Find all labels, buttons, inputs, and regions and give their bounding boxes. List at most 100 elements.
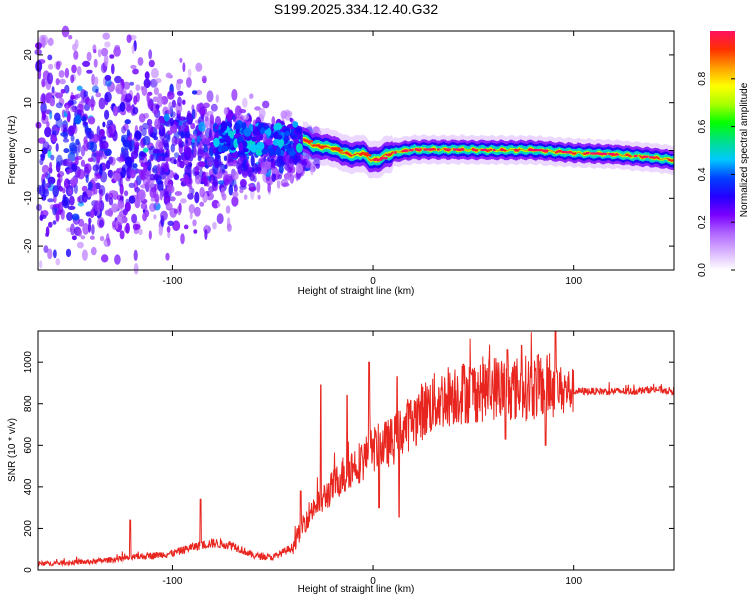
spectrogram-blob (139, 125, 143, 132)
spectrogram-blob (93, 76, 99, 86)
spectrogram-blob (48, 63, 54, 70)
spectrogram-blob (231, 196, 239, 207)
spectrogram-blob (158, 226, 163, 236)
spectrogram-blob (257, 194, 261, 200)
spectrogram-blob (189, 212, 193, 220)
spectrogram-blob (104, 148, 112, 157)
spectrogram-blob (239, 188, 244, 194)
spectrogram-blob (217, 180, 226, 185)
spectrogram-blob (137, 57, 144, 66)
spectrogram-blob (276, 134, 283, 140)
spectrogram-blob (41, 111, 47, 121)
spectrogram-blob (155, 104, 160, 110)
spectrogram-blob (149, 202, 157, 212)
spectrogram-blob (213, 137, 220, 148)
spectrogram-blob (39, 260, 43, 269)
spectrogram-blob (50, 134, 56, 140)
spectrogram-blob (135, 224, 141, 230)
spectrogram-blob (192, 108, 196, 120)
spectrogram-blob (56, 154, 63, 167)
spectrogram-blob (199, 201, 205, 207)
spectrogram-blob (41, 36, 46, 49)
colorbar-tick-label: 0.8 (697, 71, 708, 85)
colorbar-gradient (710, 31, 735, 270)
spectrogram-blob (142, 212, 148, 222)
spectrogram-blob (104, 41, 111, 48)
spectrogram-x-tick-label: -100 (162, 276, 182, 287)
spectrogram-blob (161, 152, 169, 157)
spectrogram-blob (208, 185, 213, 196)
spectrogram-blob (271, 161, 275, 167)
spectrogram-blob (177, 154, 181, 163)
spectrogram-blob (204, 224, 209, 230)
spectrogram-blob (68, 188, 73, 195)
spectrogram-blob (254, 166, 262, 172)
spectrogram-blob (58, 185, 63, 192)
spectrogram-blob (109, 156, 116, 166)
spectrogram-blob (179, 160, 185, 169)
spectrogram-blob (62, 138, 70, 143)
spectrogram-blob (107, 237, 111, 247)
spectrogram-blob (49, 110, 53, 120)
spectrogram-blob (153, 173, 160, 181)
spectrogram-blob (232, 191, 239, 198)
spectrogram-blob (89, 209, 95, 219)
spectrogram-blob (50, 154, 55, 161)
spectrogram-blob (264, 129, 270, 135)
spectrogram-x-label: Height of straight line (km) (298, 286, 415, 297)
spectrogram-blob (87, 116, 96, 125)
spectrogram-blob (111, 63, 115, 75)
spectrogram-blob (292, 121, 299, 128)
spectrogram-blob (53, 203, 61, 209)
spectrogram-blob (148, 49, 153, 60)
spectrogram-blob (44, 126, 52, 138)
spectrogram-blob (255, 148, 263, 157)
snr-x-tick-label: 0 (370, 576, 376, 587)
spectrogram-blob (123, 139, 131, 151)
spectrogram-blob (156, 163, 161, 176)
spectrogram-blob (134, 197, 141, 209)
spectrogram-blob (62, 196, 70, 209)
spectrogram-blob (280, 178, 289, 188)
spectrogram-blob (275, 146, 282, 156)
spectrogram-blob (141, 85, 148, 96)
spectrogram-blob (169, 156, 177, 164)
spectrogram-blob (70, 177, 78, 186)
snr-y-tick-label: 400 (23, 478, 34, 495)
spectrogram-blob (259, 156, 264, 168)
spectrogram-blob (194, 170, 200, 175)
spectrogram-blob (72, 124, 78, 134)
spectrogram-blob (73, 50, 79, 60)
spectrogram-blob (187, 110, 191, 118)
spectrogram-blob (98, 97, 106, 110)
spectrogram-blob (73, 183, 78, 194)
spectrogram-blob (102, 32, 110, 40)
spectrogram-blob (104, 109, 110, 120)
spectrogram-blob (41, 214, 47, 219)
spectrogram-blob (128, 195, 136, 204)
snr-y-tick-label: 0 (23, 567, 34, 573)
spectrogram-blob (86, 51, 92, 62)
spectrogram-blob (128, 182, 135, 188)
spectrogram-blob (99, 235, 105, 242)
spectrogram-blob (180, 233, 185, 245)
snr-y-tick-label: 600 (23, 437, 34, 454)
spectrogram-y-tick-label: 10 (23, 97, 34, 109)
spectrogram-blob (132, 68, 139, 75)
spectrogram-blob (84, 124, 89, 133)
spectrogram-blob (199, 187, 205, 198)
colorbar-tick-label: 0.2 (697, 215, 708, 229)
spectrogram-blob (101, 254, 109, 263)
snr-y-tick-label: 200 (23, 520, 34, 537)
spectrogram-blob (124, 201, 131, 212)
spectrogram-blob (139, 151, 147, 158)
spectrogram-blob (43, 245, 49, 254)
spectrogram-blob (173, 172, 178, 180)
spectrogram-blob (169, 207, 177, 218)
spectrogram-blob (117, 200, 125, 211)
spectrogram-blob (194, 191, 200, 204)
spectrogram-blob (223, 107, 229, 116)
